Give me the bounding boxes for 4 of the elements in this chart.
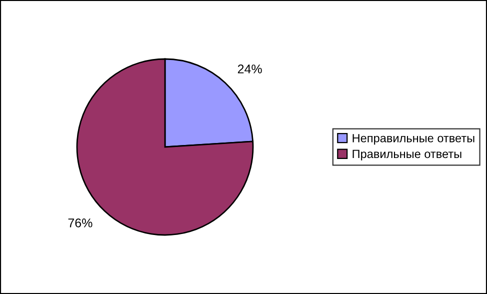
data-label: 24%	[238, 64, 262, 74]
legend-label: Правильные ответы	[352, 150, 462, 160]
data-label: 76%	[68, 218, 92, 228]
legend-label: Неправильные ответы	[352, 134, 474, 145]
